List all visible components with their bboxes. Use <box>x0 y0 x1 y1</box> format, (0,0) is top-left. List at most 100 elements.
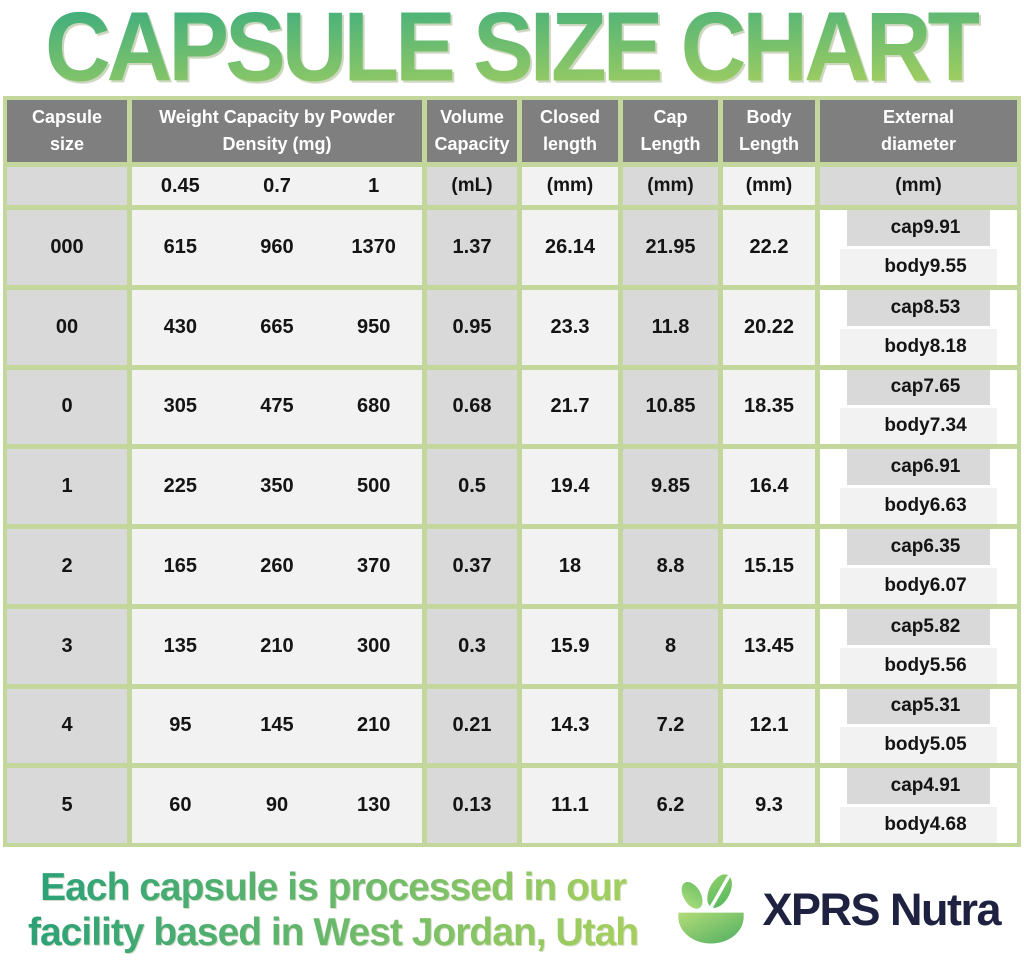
unit-body: (mm) <box>723 167 815 205</box>
body-length-cell: 20.22 <box>723 289 815 365</box>
cap-label: cap <box>890 376 924 398</box>
weight-value: 305 <box>163 395 198 418</box>
footer-note-line1: Each capsule is processed in our <box>40 866 626 909</box>
external-cap-row: cap 7.65 <box>846 369 991 406</box>
volume-cell: 0.37 <box>427 529 517 604</box>
body-label: body <box>884 335 930 357</box>
weight-value: 950 <box>356 315 391 338</box>
weights-cell: 615 960 1370 <box>132 210 422 285</box>
body-value: 8.18 <box>929 335 967 357</box>
external-body-row: body 7.34 <box>840 408 997 445</box>
unit-closed: (mm) <box>522 167 618 205</box>
body-length-cell: 15.15 <box>723 529 815 604</box>
weight-value: 130 <box>356 794 391 817</box>
weight-value: 90 <box>265 794 289 817</box>
unit-volume: (mL) <box>427 167 517 205</box>
cap-length-cell: 6.2 <box>623 768 718 843</box>
weight-value: 500 <box>356 475 391 498</box>
closed-length-cell: 11.1 <box>522 768 618 843</box>
cap-value: 5.31 <box>923 695 961 717</box>
cap-label: cap <box>890 695 924 717</box>
header-closed-length: Closed length <box>522 100 618 162</box>
weight-value: 210 <box>356 714 391 737</box>
weight-value: 960 <box>260 235 294 258</box>
size-cell: 000 <box>7 210 127 285</box>
closed-length-cell: 18 <box>522 529 618 604</box>
cap-value: 5.82 <box>923 615 961 637</box>
body-length-cell: 22.2 <box>723 210 815 285</box>
density-value: 1 <box>368 174 380 197</box>
closed-length-cell: 19.4 <box>522 449 618 524</box>
capsule-size-table: Capsule size Weight Capacity by Powder D… <box>3 96 1021 847</box>
density-value: 0.45 <box>160 174 200 197</box>
external-body-row: body 5.05 <box>840 727 997 764</box>
body-value: 5.05 <box>929 734 967 756</box>
body-label: body <box>884 814 930 836</box>
cap-length-cell: 9.85 <box>623 449 718 524</box>
external-body-row: body 8.18 <box>840 328 997 365</box>
body-label: body <box>884 574 930 596</box>
cap-label: cap <box>890 775 924 797</box>
unit-cap: (mm) <box>623 167 718 205</box>
weight-value: 680 <box>356 395 391 418</box>
volume-cell: 0.3 <box>427 608 517 684</box>
weight-value: 210 <box>260 634 294 657</box>
cap-value: 8.53 <box>923 296 961 318</box>
weight-value: 350 <box>260 475 294 498</box>
size-cell: 2 <box>7 529 127 604</box>
external-diameter-cell: cap 9.91 body 9.55 <box>820 210 1017 285</box>
body-value: 6.63 <box>929 495 967 517</box>
size-cell: 1 <box>7 449 127 524</box>
weights-cell: 430 665 950 <box>132 289 422 365</box>
weights-cell: 305 475 680 <box>132 369 422 445</box>
body-value: 7.34 <box>929 415 967 437</box>
weight-value: 135 <box>163 634 198 657</box>
header-cap-length: Cap Length <box>623 100 718 162</box>
header-weight-capacity: Weight Capacity by Powder Density (mg) <box>132 100 422 162</box>
closed-length-cell: 14.3 <box>522 688 618 764</box>
brand-logo: XPRS Nutra <box>668 873 1001 947</box>
footer: Each capsule is processed in our facilit… <box>0 865 1024 955</box>
volume-cell: 0.95 <box>427 289 517 365</box>
weights-cell: 60 90 130 <box>132 768 422 843</box>
closed-length-cell: 21.7 <box>522 369 618 445</box>
external-cap-row: cap 6.35 <box>846 529 991 565</box>
cap-label: cap <box>890 615 924 637</box>
external-cap-row: cap 5.82 <box>846 608 991 645</box>
header-external-diameter: External diameter <box>820 100 1017 162</box>
cap-label: cap <box>890 456 924 478</box>
external-diameter-cell: cap 5.31 body 5.05 <box>820 688 1017 764</box>
size-cell: 0 <box>7 369 127 445</box>
size-cell: 4 <box>7 688 127 764</box>
external-cap-row: cap 4.91 <box>846 768 991 805</box>
cap-length-cell: 10.85 <box>623 369 718 445</box>
size-cell: 5 <box>7 768 127 843</box>
external-body-row: body 4.68 <box>840 807 997 843</box>
unit-capsule-size-empty <box>7 167 127 205</box>
mortar-leaves-icon <box>678 874 745 944</box>
body-label: body <box>884 495 930 517</box>
external-diameter-cell: cap 4.91 body 4.68 <box>820 768 1017 843</box>
weights-cell: 225 350 500 <box>132 449 422 524</box>
body-label: body <box>884 415 930 437</box>
external-body-row: body 5.56 <box>840 647 997 684</box>
cap-label: cap <box>890 535 924 557</box>
weight-value: 165 <box>163 554 198 577</box>
external-cap-row: cap 5.31 <box>846 688 991 725</box>
closed-length-cell: 23.3 <box>522 289 618 365</box>
header-volume-capacity: Volume Capacity <box>427 100 517 162</box>
external-diameter-cell: cap 5.82 body 5.56 <box>820 608 1017 684</box>
cap-length-cell: 8 <box>623 608 718 684</box>
cap-value: 7.65 <box>923 376 961 398</box>
weights-cell: 95 145 210 <box>132 688 422 764</box>
weight-value: 95 <box>169 714 192 737</box>
external-cap-row: cap 8.53 <box>846 289 991 326</box>
cap-length-cell: 8.8 <box>623 529 718 604</box>
cap-value: 4.91 <box>923 775 961 797</box>
cap-label: cap <box>890 216 924 238</box>
header-capsule-size: Capsule size <box>7 100 127 162</box>
body-label: body <box>884 255 930 277</box>
closed-length-cell: 26.14 <box>522 210 618 285</box>
weight-value: 60 <box>169 794 192 817</box>
size-cell: 3 <box>7 608 127 684</box>
